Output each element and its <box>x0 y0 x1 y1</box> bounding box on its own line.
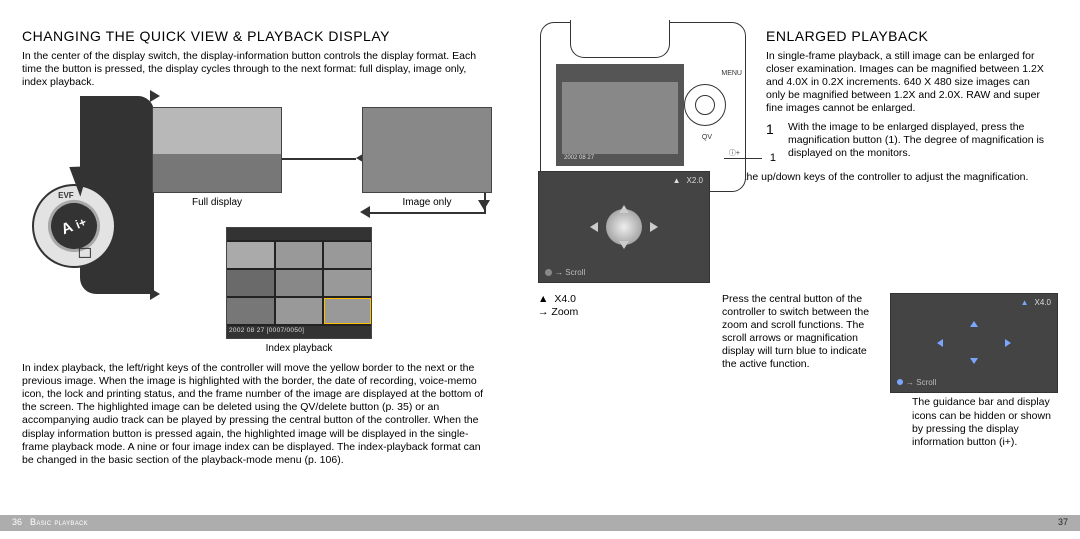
thumbnail-image: 2002 08 27 [0007/0050] <box>226 227 372 339</box>
left-intro: In the center of the display switch, the… <box>22 50 494 89</box>
left-heading: CHANGING THE QUICK VIEW & PLAYBACK DISPL… <box>22 28 494 46</box>
qv-label: QV <box>702 134 712 143</box>
page-footer: 36 Basic playback <box>0 515 516 531</box>
step-1: 1 With the image to be enlarged displaye… <box>766 121 1058 160</box>
controller-dial-icon <box>684 84 726 126</box>
thumb-index-playback: 2002 08 27 [0007/0050] Index playback <box>226 227 372 356</box>
menu-label: MENU <box>721 70 742 79</box>
thumbnail-image <box>152 107 282 193</box>
step-text: Press the central button of the controll… <box>722 293 878 372</box>
connector <box>370 212 486 214</box>
lcd-panel-zoom: ▲X4.0 → Zoom <box>538 293 710 393</box>
monitor-icon <box>79 248 91 258</box>
thumbnail-image <box>362 107 492 193</box>
left-body-text: In index playback, the left/right keys o… <box>22 362 494 467</box>
page-footer: 37 <box>516 515 1080 531</box>
index-status-bar: 2002 08 27 [0007/0050] <box>227 326 371 338</box>
step-2: ▲X2.0 → Scroll Use the up/down keys of t… <box>538 171 1058 283</box>
camera-back-diagram: 2002 08 27 MENU QV ⓘ+ <box>540 22 746 192</box>
page-number: 37 <box>1058 517 1068 528</box>
lcd-panel-scroll: ▲X4.0 → Scroll <box>890 293 1058 393</box>
dial-label-evf: EVF <box>58 191 74 201</box>
lcd-panel: ▲X2.0 → Scroll <box>538 171 710 283</box>
step-text: With the image to be enlarged displayed,… <box>788 121 1058 160</box>
connector <box>80 96 154 162</box>
page-left: CHANGING THE QUICK VIEW & PLAYBACK DISPL… <box>0 0 516 539</box>
right-intro: In single-frame playback, a still image … <box>766 50 1050 116</box>
step-3: ▲X4.0 → Zoom Press the central button of… <box>538 293 1058 393</box>
thumb-caption: Full display <box>152 197 282 210</box>
page-number: 36 <box>12 517 22 528</box>
arrow-icon <box>150 288 160 300</box>
page-right: 2002 08 27 MENU QV ⓘ+ ENLARGED PLAYBACK … <box>516 0 1080 539</box>
thumb-image-only: Image only <box>362 107 492 210</box>
footer-title: Basic playback <box>30 517 88 528</box>
thumb-caption: Index playback <box>226 343 372 356</box>
step-number: 1 <box>766 121 776 139</box>
leader-line <box>724 158 762 159</box>
thumb-caption: Image only <box>362 197 492 210</box>
right-heading: ENLARGED PLAYBACK <box>766 28 1058 46</box>
arrow-icon <box>150 90 160 102</box>
step-text: Use the up/down keys of the controller t… <box>722 171 1058 184</box>
thumb-full-display: Full display <box>152 107 282 210</box>
lcd-icon: 2002 08 27 <box>556 64 684 166</box>
final-note: The guidance bar and display icons can b… <box>912 396 1058 449</box>
